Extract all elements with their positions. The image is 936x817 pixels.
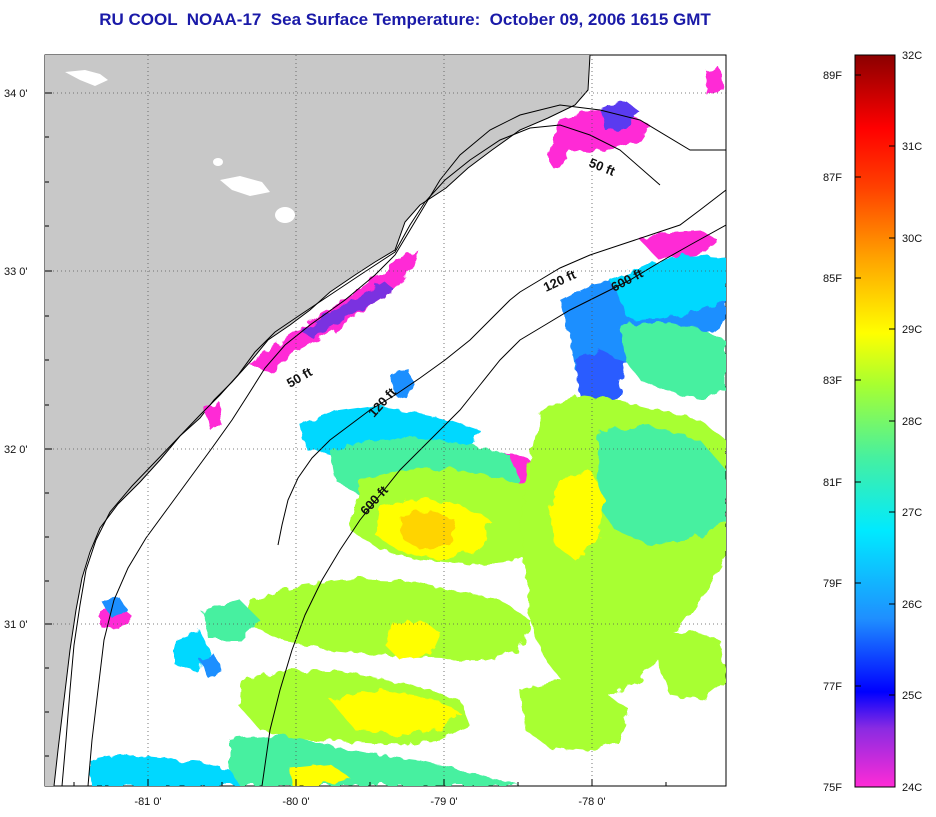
bathymetry-contours xyxy=(61,104,726,786)
lat-label-32: 32 0' xyxy=(4,444,28,456)
coastline xyxy=(53,55,591,786)
lon-label-79: -79 0' xyxy=(430,796,457,808)
colorbar-label-87f: 87F xyxy=(823,172,842,184)
colorbar-label-29c: 29C xyxy=(902,324,922,336)
colorbar-label-24c: 24C xyxy=(902,782,922,794)
colorbar-label-26c: 26C xyxy=(902,599,922,611)
lon-label-80: -80 0' xyxy=(282,796,309,808)
colorbar-label-89f: 89F xyxy=(823,70,842,82)
lon-label-81: -81 0' xyxy=(134,796,161,808)
colorbar-label-81f: 81F xyxy=(823,477,842,489)
lon-label-78: -78 0' xyxy=(578,796,605,808)
colorbar-label-31c: 31C xyxy=(902,141,922,153)
tick-marks xyxy=(45,92,667,786)
colorbar-label-75f: 75F xyxy=(823,782,842,794)
graticule xyxy=(45,55,726,786)
colorbar-label-27c: 27C xyxy=(902,507,922,519)
inland-lakes xyxy=(65,70,295,223)
colorbar-label-79f: 79F xyxy=(823,578,842,590)
map-title: RU COOL NOAA-17 Sea Surface Temperature:… xyxy=(99,10,711,29)
colorbar-ticks xyxy=(855,54,895,788)
colorbar-label-85f: 85F xyxy=(823,273,842,285)
colorbar-label-25c: 25C xyxy=(902,690,922,702)
colorbar-label-83f: 83F xyxy=(823,375,842,387)
lat-label-34: 34 0' xyxy=(4,88,28,100)
colorbar-label-32c: 32C xyxy=(902,50,922,62)
colorbar-label-28c: 28C xyxy=(902,416,922,428)
sst-patches xyxy=(90,68,726,786)
colorbar-label-77f: 77F xyxy=(823,681,842,693)
lat-label-31: 31 0' xyxy=(4,619,28,631)
colorbar xyxy=(854,54,896,788)
land-mass xyxy=(45,55,590,786)
colorbar-label-30c: 30C xyxy=(902,233,922,245)
lat-label-33: 33 0' xyxy=(4,266,28,278)
